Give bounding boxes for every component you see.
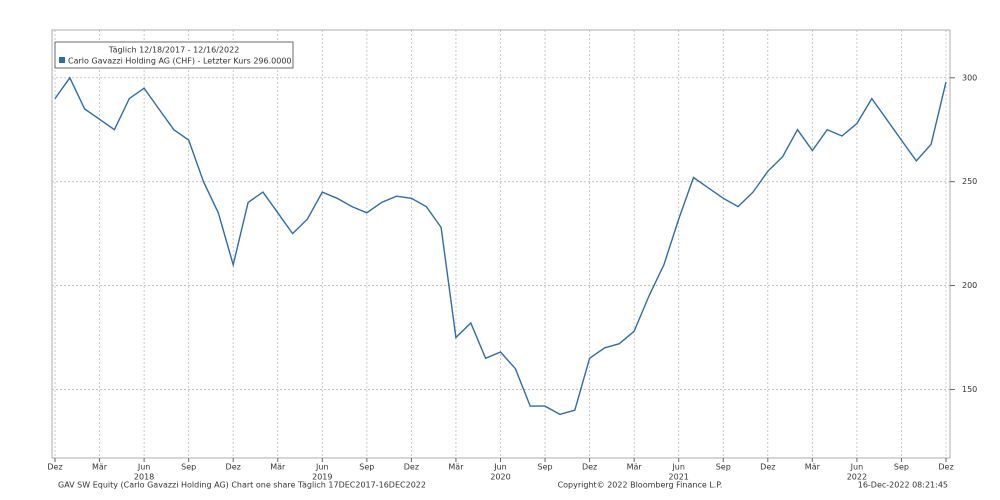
x-tick-label: Sep bbox=[716, 463, 731, 472]
x-tick-label: Dez bbox=[582, 463, 597, 472]
x-tick-label: Sep bbox=[181, 463, 196, 472]
legend-label: Carlo Gavazzi Holding AG (CHF) - Letzter… bbox=[68, 57, 292, 66]
legend-title: Täglich 12/18/2017 - 12/16/2022 bbox=[108, 46, 240, 55]
footer-right: 16-Dec-2022 08:21:45 bbox=[858, 481, 948, 490]
year-label: 2021 bbox=[669, 473, 689, 482]
y-tick-label: 150 bbox=[962, 385, 977, 394]
legend: Täglich 12/18/2017 - 12/16/2022 Carlo Gav… bbox=[54, 41, 294, 69]
y-tick-label: 200 bbox=[962, 281, 977, 290]
price-line bbox=[54, 76, 947, 416]
y-tick-label: 300 bbox=[962, 73, 977, 82]
x-tick-label: Dez bbox=[226, 463, 241, 472]
year-label: 2020 bbox=[490, 473, 510, 482]
year-label: 2018 bbox=[134, 473, 154, 482]
x-tick-label: Mär bbox=[270, 463, 286, 472]
footer-left: GAV SW Equity (Carlo Gavazzi Holding AG)… bbox=[58, 481, 426, 490]
x-tick-label: Sep bbox=[894, 463, 909, 472]
legend-swatch bbox=[59, 57, 65, 63]
x-tick-label: Jun bbox=[850, 463, 864, 472]
x-tick-label: Dez bbox=[404, 463, 419, 472]
footer-center: Copyright© 2022 Bloomberg Finance L.P. bbox=[558, 481, 723, 490]
year-label: 2022 bbox=[847, 473, 867, 482]
x-tick-label: Jun bbox=[137, 463, 151, 472]
x-tick-label: Dez bbox=[47, 463, 62, 472]
x-tick-label: Jun bbox=[671, 463, 685, 472]
x-tick-label: Sep bbox=[359, 463, 374, 472]
legend-box bbox=[54, 41, 294, 69]
x-tick-label: Sep bbox=[538, 463, 553, 472]
x-tick-label: Jun bbox=[315, 463, 329, 472]
x-tick-label: Mär bbox=[627, 463, 643, 472]
x-tick-label: Mär bbox=[805, 463, 821, 472]
x-tick-label: Mär bbox=[92, 463, 108, 472]
x-tick-label: Mär bbox=[448, 463, 464, 472]
year-label: 2019 bbox=[312, 473, 332, 482]
x-tick-label: Jun bbox=[493, 463, 507, 472]
y-tick-label: 250 bbox=[962, 177, 977, 186]
x-tick-label: Dez bbox=[938, 463, 953, 472]
plot-frame bbox=[51, 29, 951, 459]
x-tick-label: Dez bbox=[760, 463, 775, 472]
